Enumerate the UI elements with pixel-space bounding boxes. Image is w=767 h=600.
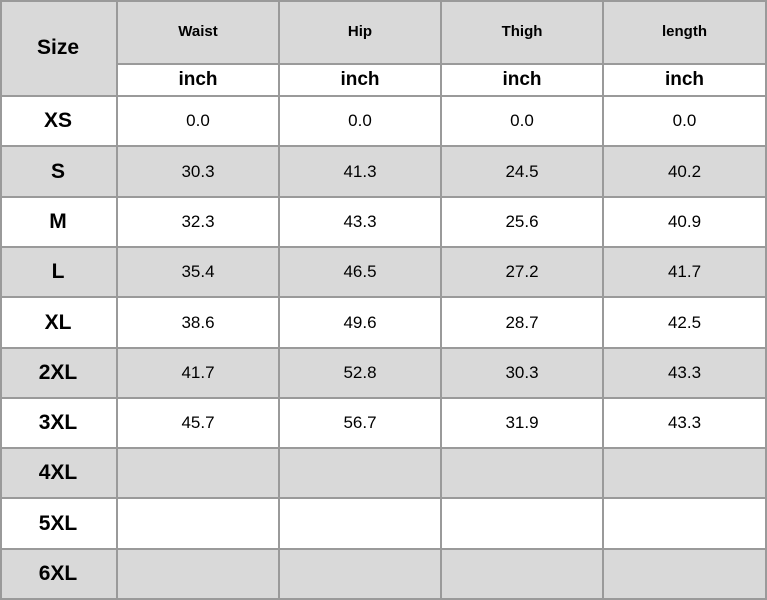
measurement: 40.2 <box>604 147 767 198</box>
empty-cell <box>280 449 442 499</box>
empty-cell <box>604 499 767 550</box>
unit-header: inch <box>442 65 604 97</box>
empty-cell <box>442 550 604 600</box>
measurement: 43.3 <box>280 198 442 248</box>
empty-cell <box>118 499 280 550</box>
unit-header: inch <box>604 65 767 97</box>
empty-cell <box>604 550 767 600</box>
size-label: S <box>0 147 118 198</box>
measurement: 30.3 <box>118 147 280 198</box>
empty-cell <box>442 499 604 550</box>
size-label: L <box>0 248 118 298</box>
measurement: 24.5 <box>442 147 604 198</box>
measurement: 30.3 <box>442 349 604 399</box>
size-label: 4XL <box>0 449 118 499</box>
empty-cell <box>118 550 280 600</box>
measurement: 43.3 <box>604 399 767 449</box>
measurement: 25.6 <box>442 198 604 248</box>
size-label: M <box>0 198 118 248</box>
column-header: length <box>604 0 767 65</box>
measurement: 31.9 <box>442 399 604 449</box>
size-label: 3XL <box>0 399 118 449</box>
measurement: 0.0 <box>280 97 442 147</box>
measurement: 42.5 <box>604 298 767 349</box>
measurement: 52.8 <box>280 349 442 399</box>
measurement: 41.3 <box>280 147 442 198</box>
measurement: 38.6 <box>118 298 280 349</box>
measurement: 27.2 <box>442 248 604 298</box>
size-label: XL <box>0 298 118 349</box>
empty-cell <box>604 449 767 499</box>
column-header: Waist <box>118 0 280 65</box>
measurement: 43.3 <box>604 349 767 399</box>
empty-cell <box>280 550 442 600</box>
size-label: 5XL <box>0 499 118 550</box>
measurement: 41.7 <box>118 349 280 399</box>
measurement: 56.7 <box>280 399 442 449</box>
measurement: 0.0 <box>604 97 767 147</box>
measurement: 46.5 <box>280 248 442 298</box>
empty-cell <box>442 449 604 499</box>
measurement: 40.9 <box>604 198 767 248</box>
measurement: 41.7 <box>604 248 767 298</box>
measurement: 35.4 <box>118 248 280 298</box>
measurement: 0.0 <box>118 97 280 147</box>
column-header: Hip <box>280 0 442 65</box>
measurement: 28.7 <box>442 298 604 349</box>
measurement: 0.0 <box>442 97 604 147</box>
empty-cell <box>118 449 280 499</box>
size-header: Size <box>0 0 118 97</box>
unit-header: inch <box>118 65 280 97</box>
column-header: Thigh <box>442 0 604 65</box>
empty-cell <box>280 499 442 550</box>
measurement: 49.6 <box>280 298 442 349</box>
measurement: 45.7 <box>118 399 280 449</box>
size-label: XS <box>0 97 118 147</box>
unit-header: inch <box>280 65 442 97</box>
size-label: 2XL <box>0 349 118 399</box>
measurement: 32.3 <box>118 198 280 248</box>
size-label: 6XL <box>0 550 118 600</box>
